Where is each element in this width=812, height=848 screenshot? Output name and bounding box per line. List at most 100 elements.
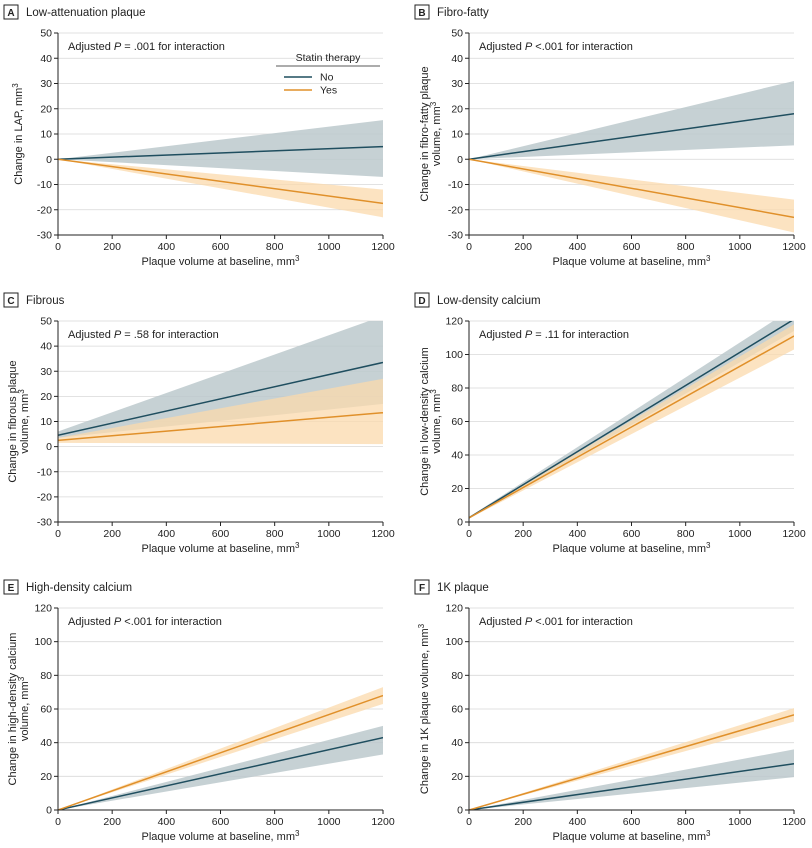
y-tick-label: -10 <box>448 179 463 191</box>
y-tick-label: 20 <box>40 103 52 115</box>
series-line-yes <box>58 411 383 442</box>
y-tick-label: 30 <box>40 78 52 90</box>
series-line-yes <box>469 335 794 519</box>
y-tick-label: 100 <box>445 636 463 648</box>
plot-data <box>469 80 794 233</box>
panel-letter-badge <box>3 4 19 20</box>
series-line-no <box>469 321 793 519</box>
x-tick-label: 0 <box>466 816 472 828</box>
y-tick-label: 100 <box>445 349 463 361</box>
panel-letter-badge <box>414 292 430 308</box>
y-tick-label: 80 <box>451 670 463 682</box>
x-axis-label: Plaque volume at baseline, mm3 <box>142 254 300 269</box>
x-tick-label: 400 <box>569 528 587 540</box>
x-tick-label: 600 <box>623 816 641 828</box>
y-tick-label: 40 <box>40 53 52 65</box>
y-tick-label: 20 <box>40 391 52 403</box>
ci-band-no <box>58 725 383 810</box>
y-tick-label: 40 <box>40 341 52 353</box>
panel-letter-badge <box>414 579 430 595</box>
x-tick-label: 0 <box>466 528 472 540</box>
y-tick-label: 40 <box>451 737 463 749</box>
interaction-p-annotation: Adjusted P = .001 for interaction <box>68 41 225 53</box>
chart-panel-a: -30 -20 -10 0 10 20 30 40 50 0 200 400 600 800 1000 120… <box>3 4 395 269</box>
panel-letter: C <box>7 296 14 307</box>
y-tick-label: -30 <box>37 517 52 529</box>
legend-title: Statin therapy <box>296 52 362 64</box>
ci-band-yes <box>469 324 794 519</box>
panel-letter: D <box>418 296 425 307</box>
x-tick-label: 600 <box>623 528 641 540</box>
y-tick-label: -10 <box>37 179 52 191</box>
panel-letter: E <box>8 583 15 594</box>
ci-band-yes <box>58 159 383 218</box>
ci-band-no <box>469 80 794 160</box>
y-tick-label: 120 <box>445 603 463 615</box>
x-tick-label: 1000 <box>317 816 341 828</box>
panel-letter-badge <box>3 292 19 308</box>
y-tick-label: -20 <box>37 204 52 216</box>
series-line-no <box>469 113 794 160</box>
y-tick-label: 20 <box>451 483 463 495</box>
x-tick-label: 200 <box>514 816 532 828</box>
y-tick-label: 20 <box>451 103 463 115</box>
x-axis-label: Plaque volume at baseline, mm3 <box>553 254 711 269</box>
ci-band-yes <box>58 378 383 445</box>
x-tick-label: 0 <box>55 241 61 253</box>
plot-data <box>469 708 794 810</box>
y-axis-label: Change in low-density calciumvolume, mm3 <box>419 347 443 496</box>
ci-band-yes <box>58 687 383 810</box>
x-tick-label: 1200 <box>371 816 395 828</box>
x-tick-label: 1000 <box>317 241 341 253</box>
y-tick-label: 0 <box>46 441 52 453</box>
x-tick-label: 600 <box>212 528 230 540</box>
panel-title: 1K plaque <box>437 582 489 594</box>
x-tick-label: 800 <box>677 241 695 253</box>
x-tick-label: 200 <box>103 528 121 540</box>
x-axis-label: Plaque volume at baseline, mm3 <box>142 541 300 556</box>
x-axis-label: Plaque volume at baseline, mm3 <box>553 829 711 844</box>
y-tick-label: 80 <box>40 670 52 682</box>
panel-title: Fibrous <box>26 295 65 307</box>
panel-title: Fibro-fatty <box>437 7 489 19</box>
y-tick-label: 30 <box>451 78 463 90</box>
y-axis-label: Change in 1K plaque volume, mm3 <box>417 623 432 794</box>
x-tick-label: 0 <box>466 241 472 253</box>
legend-label-yes: Yes <box>320 85 337 97</box>
x-tick-label: 800 <box>266 241 284 253</box>
panel-letter-badge <box>414 4 430 20</box>
x-tick-label: 600 <box>212 816 230 828</box>
plot-data <box>58 120 383 218</box>
x-tick-label: 0 <box>55 816 61 828</box>
y-tick-label: 50 <box>40 316 52 328</box>
y-tick-label: -20 <box>37 491 52 503</box>
x-tick-label: 200 <box>103 241 121 253</box>
x-tick-label: 800 <box>266 816 284 828</box>
y-tick-label: 100 <box>34 636 52 648</box>
x-tick-label: 800 <box>677 528 695 540</box>
panel-letter: B <box>418 8 425 19</box>
y-tick-label: 120 <box>34 603 52 615</box>
series-line-yes <box>469 158 794 219</box>
panel-title: Low-density calcium <box>437 295 541 307</box>
x-tick-label: 400 <box>158 528 176 540</box>
panel-letter: A <box>7 8 14 19</box>
y-axis-label: Change in LAP, mm3 <box>11 83 26 185</box>
x-tick-label: 400 <box>569 241 587 253</box>
panel-title: Low-attenuation plaque <box>26 7 146 19</box>
y-tick-label: 0 <box>457 154 463 166</box>
ci-band-yes <box>469 708 794 810</box>
x-tick-label: 1000 <box>317 528 341 540</box>
x-tick-label: 600 <box>212 241 230 253</box>
ci-band-no <box>469 749 794 810</box>
y-tick-label: -30 <box>37 230 52 242</box>
chart-panel-b: -30 -20 -10 0 10 20 30 40 50 0 200 400 600 800 1000 120… <box>414 4 806 269</box>
x-tick-label: 800 <box>677 816 695 828</box>
x-tick-label: 200 <box>103 816 121 828</box>
y-tick-label: -10 <box>37 466 52 478</box>
